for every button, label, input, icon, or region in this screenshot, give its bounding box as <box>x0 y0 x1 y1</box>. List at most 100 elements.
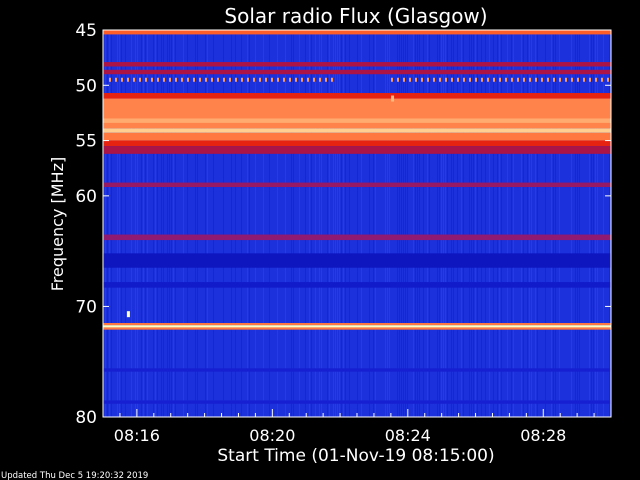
dashed-line-mark-30 <box>289 77 291 82</box>
dashed-line-mark-68 <box>571 77 573 82</box>
texture-stripe <box>511 30 512 417</box>
chart-title: Solar radio Flux (Glasgow) <box>224 4 487 28</box>
dashed-line-mark-41 <box>409 77 411 82</box>
texture-stripe <box>195 30 196 417</box>
texture-stripe <box>285 30 286 417</box>
dashed-line-mark-16 <box>205 77 207 82</box>
dashed-line-mark-42 <box>415 77 417 82</box>
dashed-line-mark-46 <box>439 77 441 82</box>
texture-stripe <box>475 30 476 417</box>
dashed-line-mark-21 <box>235 77 237 82</box>
texture-stripe <box>249 30 250 417</box>
dashed-line-mark-55 <box>493 77 495 82</box>
frequency-band-15 <box>103 325 611 328</box>
dashed-line-mark-52 <box>475 77 477 82</box>
x-axis-label: Start Time (01-Nov-19 08:15:00) <box>217 446 494 466</box>
frequency-band-16 <box>103 327 611 330</box>
texture-stripe <box>343 30 344 417</box>
frequency-band-3 <box>103 93 611 99</box>
texture-stripe <box>175 30 176 417</box>
texture-stripe <box>555 30 556 417</box>
texture-stripe <box>291 30 292 417</box>
texture-stripe <box>235 30 236 417</box>
y-tick-label-60: 60 <box>75 187 97 207</box>
texture-stripe <box>457 30 458 417</box>
texture-stripe <box>521 30 522 417</box>
dashed-line-mark-56 <box>499 77 501 82</box>
dashed-line-mark-70 <box>583 77 585 82</box>
texture-stripe <box>537 30 538 417</box>
dashed-line-mark-23 <box>247 77 249 82</box>
updated-timestamp: Updated Thu Dec 5 19:20:32 2019 <box>1 471 148 480</box>
texture-stripe <box>315 30 316 417</box>
texture-stripe <box>327 30 328 417</box>
frequency-band-7 <box>103 132 611 141</box>
dashed-line-mark-19 <box>223 77 225 82</box>
texture-stripe <box>545 30 546 417</box>
spectrogram-plot-area <box>102 29 612 418</box>
dashed-line-mark-27 <box>271 77 273 82</box>
dashed-line-mark-63 <box>541 77 543 82</box>
texture-stripe <box>197 30 198 417</box>
y-axis: 45 50 55 60 70 80 <box>75 21 611 428</box>
frequency-band-11 <box>103 234 611 241</box>
dashed-line-mark-6 <box>145 77 147 82</box>
texture-stripe <box>187 30 188 417</box>
texture-stripe <box>207 30 208 417</box>
dashed-line-mark-37 <box>331 77 333 82</box>
dashed-line-mark-34 <box>313 77 315 82</box>
dashed-line-mark-12 <box>181 77 183 82</box>
texture-stripe <box>401 30 402 417</box>
y-tick-label-50: 50 <box>75 76 97 96</box>
texture-stripe <box>493 30 494 417</box>
texture-stripe <box>405 30 406 417</box>
texture-stripe <box>375 30 376 417</box>
texture-stripe <box>603 30 604 417</box>
x-tick-label-08:24: 08:24 <box>385 426 431 445</box>
texture-stripe <box>559 30 560 417</box>
dashed-line-mark-50 <box>463 77 465 82</box>
texture-stripe <box>447 30 448 417</box>
texture-stripe <box>463 30 464 417</box>
texture-stripe <box>333 30 334 417</box>
spectrogram-layer <box>103 30 611 417</box>
dashed-line-mark-51 <box>469 77 471 82</box>
y-tick-label-80: 80 <box>75 408 97 428</box>
frequency-band-5 <box>103 118 611 123</box>
texture-stripe <box>111 30 112 417</box>
texture-stripe <box>277 30 278 417</box>
texture-stripe <box>527 30 528 417</box>
dashed-line-mark-5 <box>139 77 141 82</box>
frequency-band-12 <box>103 253 611 268</box>
texture-stripe <box>513 30 514 417</box>
texture-stripe <box>121 30 122 417</box>
texture-stripe <box>321 30 322 417</box>
dashed-line-mark-74 <box>607 77 609 82</box>
texture-stripe <box>529 30 530 417</box>
texture-stripe <box>369 30 370 417</box>
dashed-line-mark-17 <box>211 77 213 82</box>
texture-stripe <box>485 30 486 417</box>
texture-stripe <box>387 30 388 417</box>
frequency-band-4 <box>103 98 611 129</box>
texture-stripe <box>143 30 144 417</box>
dashed-line-mark-64 <box>547 77 549 82</box>
dashed-line-mark-49 <box>457 77 459 82</box>
x-tick-label-08:20: 08:20 <box>249 426 295 445</box>
texture-stripe <box>311 30 312 417</box>
texture-stripe <box>403 30 404 417</box>
dashed-line-mark-53 <box>481 77 483 82</box>
texture-stripe <box>337 30 338 417</box>
dashed-line-mark-7 <box>151 77 153 82</box>
texture-stripe <box>241 30 242 417</box>
texture-stripe <box>489 30 490 417</box>
texture-stripe <box>171 30 172 417</box>
frequency-band-0 <box>103 30 611 35</box>
texture-stripe <box>161 30 162 417</box>
texture-stripe <box>415 30 416 417</box>
dashed-line-mark-1 <box>115 77 117 82</box>
dashed-line-mark-38 <box>391 77 393 82</box>
texture-stripe <box>163 30 164 417</box>
frequency-band-13 <box>103 282 611 288</box>
dashed-line-mark-14 <box>193 77 195 82</box>
